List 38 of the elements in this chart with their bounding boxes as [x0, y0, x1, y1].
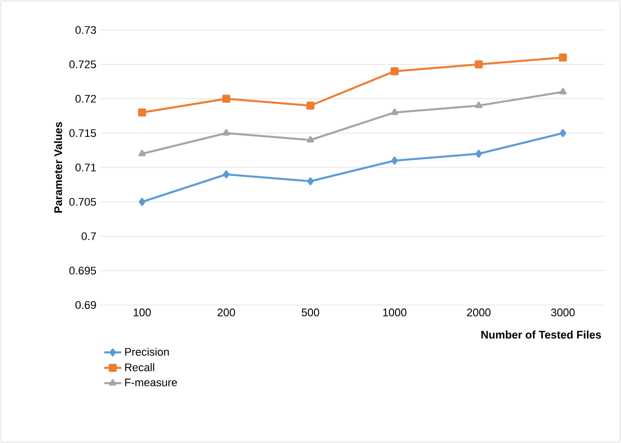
point — [390, 67, 399, 76]
x-tick-label: 1000 — [383, 308, 406, 316]
point — [222, 94, 230, 103]
point — [476, 150, 482, 158]
y-tick-label: 0.7 — [82, 232, 96, 240]
point — [559, 88, 567, 94]
point — [560, 129, 566, 138]
x-axis-title: Number of Tested Files — [481, 330, 602, 339]
x-tick-label: 500 — [302, 308, 320, 316]
point — [138, 198, 146, 206]
legend-label: F-measure — [125, 378, 177, 386]
y-tick-label: 0.71 — [75, 164, 96, 172]
legend-label: Recall — [125, 363, 154, 372]
point — [223, 170, 230, 178]
y-tick-label: 0.69 — [75, 301, 96, 309]
point — [391, 156, 398, 165]
y-tick-label: 0.73 — [75, 26, 96, 34]
x-tick-label: 200 — [218, 308, 235, 316]
y-tick-label: 0.72 — [75, 94, 96, 103]
y-tick-label: 0.695 — [69, 266, 96, 275]
point — [475, 102, 482, 108]
point — [138, 150, 146, 156]
point — [558, 53, 567, 62]
y-tick-label: 0.715 — [69, 129, 96, 138]
y-axis-title: Parameter Values — [54, 122, 62, 213]
point — [306, 102, 314, 110]
point — [390, 108, 398, 115]
y-tick-label: 0.705 — [69, 198, 96, 206]
legend-label: Precision — [125, 348, 169, 356]
point — [222, 129, 230, 136]
point — [306, 136, 314, 142]
point — [138, 108, 146, 116]
x-tick-label: 100 — [134, 308, 151, 316]
y-tick-label: 0.725 — [69, 60, 96, 68]
x-tick-label: 2000 — [467, 308, 491, 316]
point — [474, 60, 483, 68]
x-tick-label: 3000 — [551, 308, 575, 316]
point — [307, 177, 314, 186]
